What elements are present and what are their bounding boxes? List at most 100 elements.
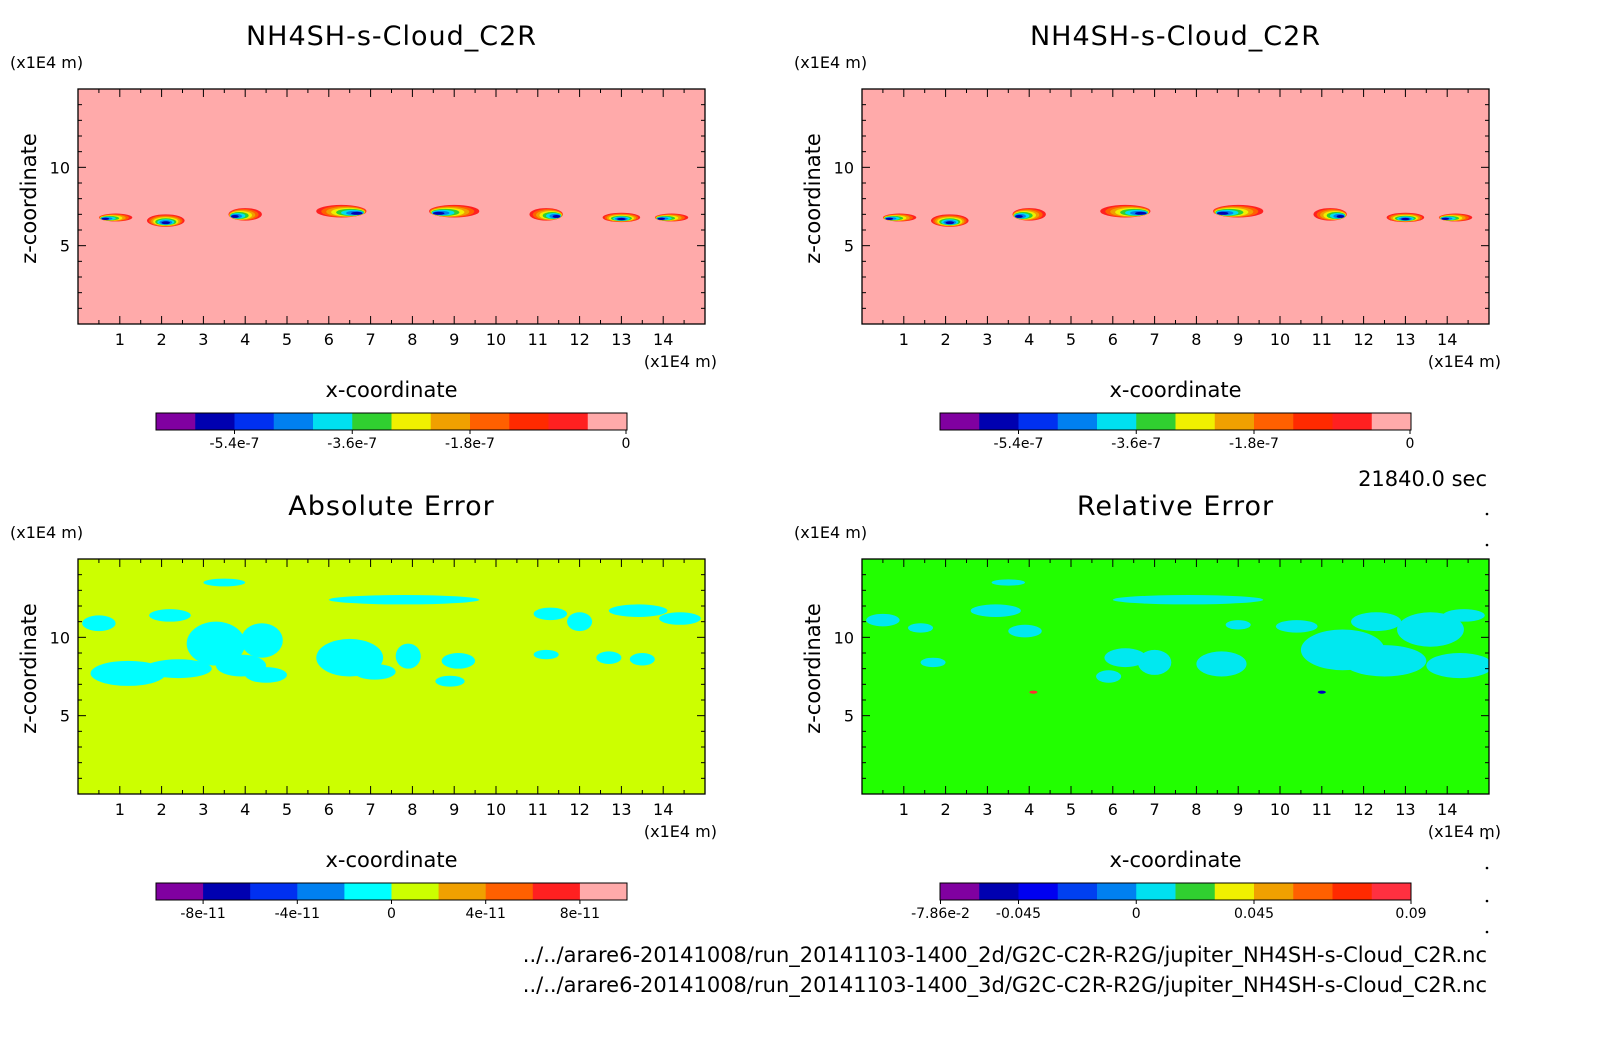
colorbar-swatch	[1097, 413, 1137, 430]
cloud-feature	[1313, 208, 1347, 221]
error-patch	[203, 578, 246, 587]
colorbar-swatch	[273, 413, 314, 430]
colorbar-swatch	[485, 883, 534, 900]
x-tick-label: 9	[449, 800, 459, 819]
x-tick-label: 10	[1270, 330, 1290, 349]
panel-title: NH4SH-s-Cloud_C2R	[1030, 21, 1321, 52]
x-tick-label: 2	[941, 800, 951, 819]
colorbar-swatch	[1332, 413, 1373, 430]
x-tick-label: 8	[407, 800, 417, 819]
x-unit-label: (x1E4 m)	[1428, 352, 1501, 371]
x-axis-label: x-coordinate	[1109, 848, 1241, 872]
colorbar: -5.4e-7 -3.6e-7 -1.8e-7 0	[939, 412, 1414, 452]
error-patch	[245, 667, 287, 683]
x-tick-label: 14	[1437, 330, 1457, 349]
x-tick-label: 11	[528, 800, 548, 819]
x-tick-label: 13	[611, 330, 631, 349]
plot-field	[862, 89, 1489, 324]
colorbar-swatch	[587, 413, 628, 430]
error-patch	[328, 595, 480, 605]
x-tick-label: 3	[982, 800, 992, 819]
colorbar-tick-label: -1.8e-7	[445, 436, 495, 452]
y-tick-label: 10	[50, 158, 70, 177]
colorbar-tick-label: -8e-11	[180, 906, 225, 922]
colorbar: -5.4e-7 -3.6e-7 -1.8e-7 0	[155, 412, 630, 452]
colorbar-swatch	[1214, 413, 1255, 430]
x-tick-label: 14	[653, 800, 673, 819]
error-patch	[1112, 595, 1264, 605]
plot-field	[862, 559, 1489, 794]
colorbar-tick-label: -3.6e-7	[327, 436, 377, 452]
colorbar-swatch	[156, 413, 196, 430]
error-patch	[567, 612, 593, 632]
x-tick-label: 3	[198, 800, 208, 819]
cloud-feature	[654, 213, 689, 222]
x-tick-label: 1	[115, 330, 125, 349]
x-tick-label: 11	[528, 330, 548, 349]
colorbar-tick-label: -7.86e-2	[911, 906, 970, 922]
x-tick-label: 5	[1066, 330, 1076, 349]
cloud-feature	[1012, 208, 1046, 221]
x-unit-label: (x1E4 m)	[1428, 822, 1501, 841]
error-patch	[144, 659, 212, 679]
plot-field	[78, 559, 705, 794]
cloud-contour	[231, 215, 239, 218]
colorbar-tick-label: -1.8e-7	[1229, 436, 1279, 452]
colorbar-swatch	[1018, 883, 1059, 900]
x-tick-label: 4	[240, 800, 250, 819]
file-path-1: ../../arare6-20141008/run_20141103-1400_…	[523, 943, 1487, 968]
colorbar-tick-label: -5.4e-7	[994, 436, 1044, 452]
x-tick-label: 8	[1191, 800, 1201, 819]
error-patch	[907, 623, 934, 633]
colorbar-swatch	[391, 413, 432, 430]
error-patch	[1275, 620, 1318, 633]
cloud-feature	[1386, 212, 1425, 223]
error-patch	[441, 653, 476, 669]
error-patch	[1008, 624, 1042, 638]
x-unit-label: (x1E4 m)	[644, 352, 717, 371]
cloud-feature	[1438, 213, 1473, 222]
panel-4: Relative Error (x1E4 m) (x1E4 m) x-coordina…	[794, 491, 1501, 922]
cloud-feature	[529, 208, 563, 221]
x-tick-label: 1	[115, 800, 125, 819]
colorbar-swatch	[234, 413, 275, 430]
x-tick-label: 13	[1395, 330, 1415, 349]
colorbar-frame	[155, 412, 628, 431]
x-tick-label: 2	[157, 800, 167, 819]
panel-title: NH4SH-s-Cloud_C2R	[246, 21, 537, 52]
colorbar-swatch	[1293, 883, 1333, 900]
cloud-feature	[602, 212, 641, 223]
y-tick-label: 10	[834, 628, 854, 647]
x-tick-label: 6	[324, 330, 334, 349]
cloud-feature	[228, 208, 262, 221]
y-axis-label: z-coordinate	[801, 133, 825, 264]
colorbar-swatch	[391, 883, 440, 900]
x-tick-label: 13	[611, 800, 631, 819]
x-tick-label: 13	[1395, 800, 1415, 819]
colorbar-tick-label: 0	[1132, 906, 1141, 922]
error-patch	[659, 612, 701, 625]
panel-2: NH4SH-s-Cloud_C2R (x1E4 m) (x1E4 m) x-coord…	[794, 21, 1501, 452]
ticks	[77, 88, 706, 325]
y-tick-label: 10	[50, 628, 70, 647]
x-tick-label: 4	[1024, 330, 1034, 349]
x-unit-label: (x1E4 m)	[644, 822, 717, 841]
cloud-feature	[429, 204, 480, 218]
cloud-contour	[1216, 211, 1229, 215]
colorbar-frame	[939, 412, 1412, 431]
field-background	[78, 89, 705, 324]
colorbar-tick-label: -5.4e-7	[210, 436, 260, 452]
cloud-contour	[351, 211, 363, 215]
colorbar-swatch	[352, 413, 392, 430]
y-tick-label: 5	[844, 707, 854, 726]
colorbar-tick-label: 4e-11	[466, 906, 506, 922]
colorbar-swatch	[1371, 413, 1412, 430]
x-tick-label: 9	[1233, 800, 1243, 819]
colorbar-swatch	[1018, 413, 1059, 430]
cloud-feature	[1100, 204, 1151, 218]
colorbar-swatch	[509, 413, 549, 430]
y-tick-label: 10	[834, 158, 854, 177]
cloud-feature	[1213, 204, 1264, 218]
time-label: 21840.0 sec	[1358, 467, 1487, 491]
